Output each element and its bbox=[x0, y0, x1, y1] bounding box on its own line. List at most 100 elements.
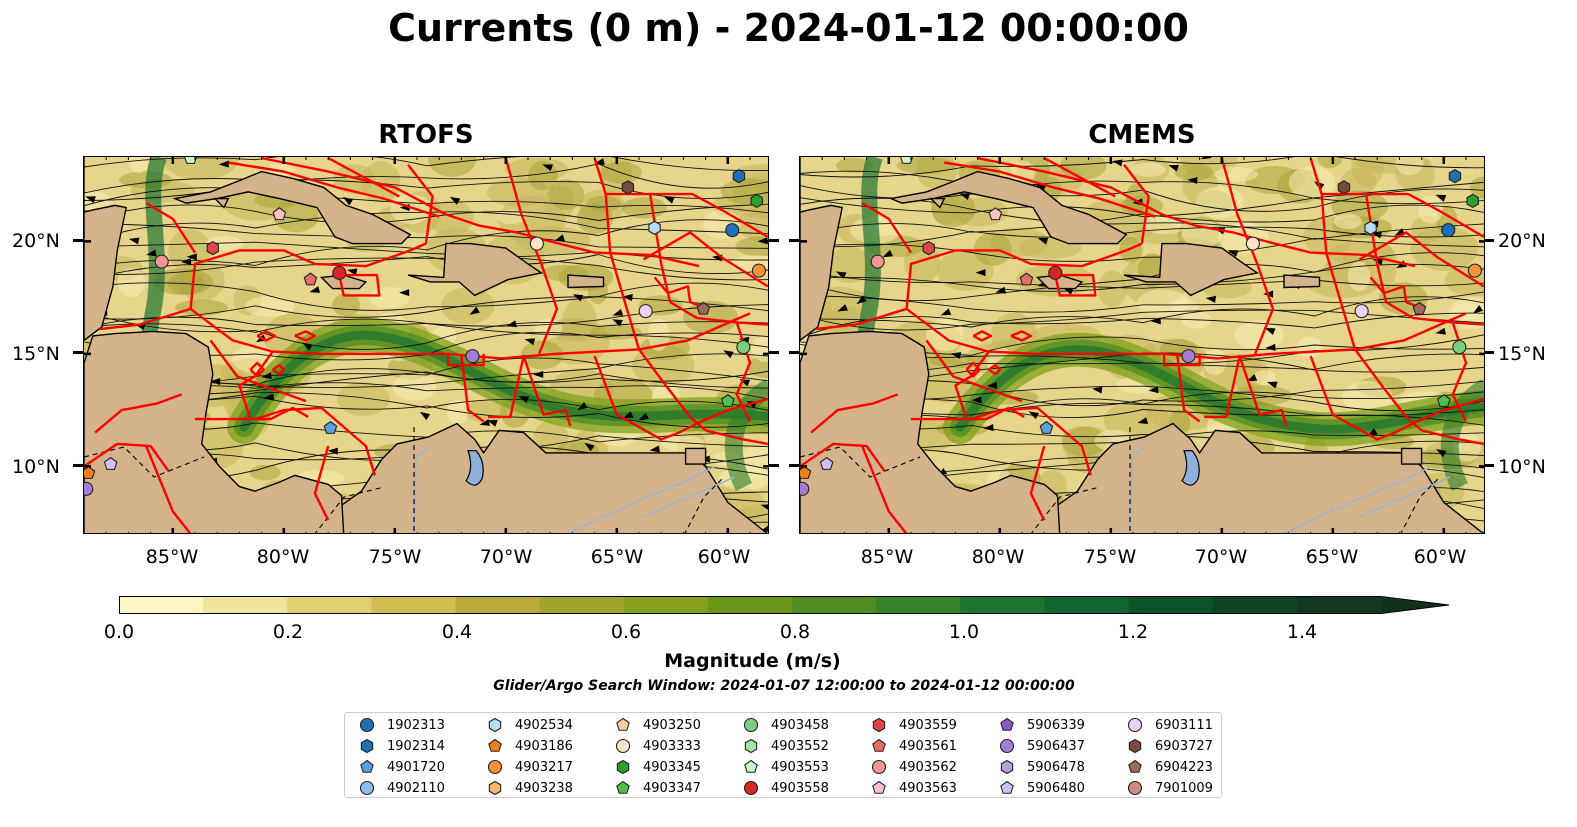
map-panel-rtofs[interactable] bbox=[83, 156, 769, 534]
legend-marker-4903558 bbox=[743, 780, 759, 796]
current-magnitude-patch bbox=[117, 268, 145, 298]
legend-item: 5906478 bbox=[999, 757, 1085, 777]
current-magnitude-patch bbox=[562, 298, 597, 342]
eez-boundary-line bbox=[593, 157, 768, 238]
legend-label: 4903238 bbox=[515, 780, 573, 796]
streamline-arrow bbox=[986, 381, 998, 389]
lon-label-80w-rtofs: 80°W bbox=[256, 546, 310, 568]
legend-label: 4903250 bbox=[643, 717, 701, 733]
lat-axis-tick bbox=[769, 463, 779, 467]
eez-boundary-line bbox=[1043, 157, 1116, 198]
legend-marker-4903562 bbox=[871, 759, 887, 775]
float-marker-4903562 bbox=[154, 254, 169, 269]
colorbar-outline bbox=[119, 596, 1450, 614]
colorbar-segment bbox=[1212, 597, 1298, 613]
legend-item: 1902313 bbox=[359, 715, 445, 735]
circle-marker-icon bbox=[743, 780, 759, 796]
current-magnitude-patch bbox=[1234, 320, 1285, 351]
land-polygon bbox=[84, 330, 345, 533]
streamline-arrow bbox=[327, 447, 338, 455]
float-marker-4903217 bbox=[751, 263, 766, 278]
float-marker-4903553 bbox=[900, 157, 914, 164]
eez-boundary-line bbox=[705, 429, 768, 446]
streamline-arrow bbox=[1112, 159, 1123, 167]
legend-item: 4903333 bbox=[615, 736, 701, 756]
eez-boundary-line bbox=[642, 231, 768, 288]
eez-boundary-line bbox=[1364, 193, 1388, 303]
float-marker-5906437 bbox=[800, 481, 810, 496]
streamline-arrow bbox=[186, 253, 197, 261]
float-marker-4903559 bbox=[922, 240, 935, 256]
legend-marker-4903238 bbox=[488, 780, 502, 796]
legend-item: 4903345 bbox=[615, 757, 701, 777]
current-magnitude-patch bbox=[244, 295, 295, 317]
current-magnitude-patch bbox=[333, 164, 376, 195]
lat-axis-tick bbox=[789, 463, 799, 467]
float-marker-5906480 bbox=[819, 456, 834, 470]
float-marker-1902314 bbox=[732, 168, 746, 184]
eez-boundary-line bbox=[972, 330, 993, 342]
streamline-arrow bbox=[302, 342, 313, 351]
eez-boundary-line bbox=[145, 202, 197, 254]
eez-boundary-line bbox=[648, 193, 672, 303]
legend-label: 1902314 bbox=[387, 738, 445, 754]
eez-boundary-line bbox=[1176, 355, 1201, 423]
lon-label-85w-cmems: 85°W bbox=[860, 546, 914, 568]
streamline bbox=[84, 203, 768, 224]
streamline-arrow bbox=[419, 411, 431, 421]
land-polygon bbox=[213, 197, 230, 209]
current-magnitude-patch bbox=[153, 268, 213, 296]
caribbean-current-jet bbox=[239, 330, 768, 432]
streamline-arrow bbox=[469, 306, 480, 315]
lake-maracaibo bbox=[465, 450, 484, 486]
streamline-arrow bbox=[218, 160, 229, 168]
eez-boundary-line bbox=[1358, 231, 1484, 288]
float-marker-4903563 bbox=[988, 207, 1003, 221]
float-marker-6903727 bbox=[1337, 180, 1351, 195]
legend-item: 4901720 bbox=[359, 757, 445, 777]
legend-marker-4903552 bbox=[744, 738, 758, 754]
streamline-arrow bbox=[1264, 327, 1276, 335]
float-marker-5906437 bbox=[465, 349, 480, 364]
current-magnitude-patch bbox=[1097, 270, 1127, 308]
legend-label: 4903345 bbox=[643, 759, 701, 775]
lon-label-65w-cmems: 65°W bbox=[1305, 546, 1359, 568]
float-marker-4903345 bbox=[1466, 193, 1479, 209]
eez-boundary-line bbox=[977, 157, 1416, 268]
lat-axis-tick bbox=[789, 351, 799, 355]
streamline-arrow bbox=[128, 237, 140, 245]
eastern-jet bbox=[724, 379, 768, 492]
float-marker-5906480 bbox=[103, 456, 118, 470]
legend-item: 4902534 bbox=[487, 715, 573, 735]
pentagon-marker-icon bbox=[872, 738, 886, 752]
hexagon-marker-icon bbox=[872, 717, 886, 733]
float-marker-4903347 bbox=[720, 393, 735, 407]
current-magnitude-patch bbox=[548, 179, 585, 210]
streamline-arrow bbox=[649, 445, 660, 453]
colorbar-segment bbox=[455, 597, 541, 613]
legend-marker-1902314 bbox=[360, 738, 374, 754]
streamline-arrow bbox=[584, 442, 595, 452]
streamline-arrow bbox=[1062, 287, 1074, 295]
eez-boundary-line bbox=[653, 276, 709, 311]
eez-boundary-line bbox=[261, 157, 700, 268]
lat-axis-tick bbox=[789, 238, 799, 242]
circle-marker-icon bbox=[359, 717, 375, 733]
streamline-arrow bbox=[882, 249, 894, 258]
eez-boundary-line bbox=[446, 353, 485, 367]
legend-marker-4903559 bbox=[872, 717, 886, 733]
streamline-arrow bbox=[837, 304, 848, 312]
streamline bbox=[800, 271, 1484, 289]
colorbar-tick-4: 0.8 bbox=[779, 621, 811, 643]
streamline-arrow bbox=[181, 258, 192, 266]
streamline-arrow bbox=[1265, 343, 1276, 351]
colorbar-segment bbox=[287, 597, 372, 613]
eez-boundary-line bbox=[1029, 445, 1046, 521]
legend-marker-4902110 bbox=[359, 780, 375, 796]
streamline-arrow bbox=[622, 411, 634, 419]
legend: 1902313 1902314 4901720 4902110 4902534 49031… bbox=[344, 712, 1222, 798]
eez-boundary-line bbox=[272, 363, 285, 376]
legend-item: 1902314 bbox=[359, 736, 445, 756]
eez-boundary-line bbox=[905, 242, 1143, 310]
map-panel-cmems[interactable] bbox=[799, 156, 1485, 534]
